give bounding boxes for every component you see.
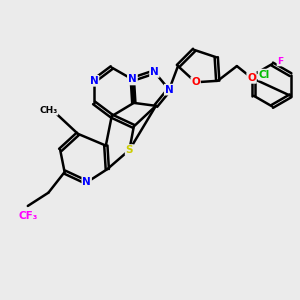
Text: N: N: [150, 67, 159, 77]
Text: F: F: [278, 57, 284, 66]
Text: N: N: [82, 177, 91, 188]
Text: O: O: [247, 73, 256, 83]
Text: N: N: [90, 76, 98, 86]
Text: N: N: [128, 74, 137, 84]
Text: Cl: Cl: [259, 70, 270, 80]
Text: CF₃: CF₃: [19, 211, 38, 221]
Text: N: N: [165, 85, 173, 94]
Text: N: N: [128, 74, 137, 84]
Text: S: S: [126, 145, 133, 155]
Text: CH₃: CH₃: [39, 106, 58, 115]
Text: O: O: [191, 77, 200, 87]
